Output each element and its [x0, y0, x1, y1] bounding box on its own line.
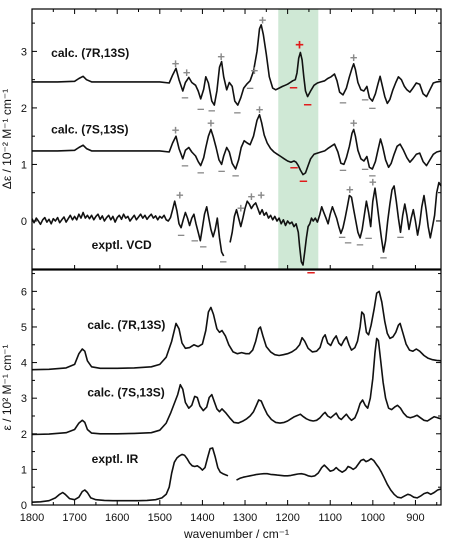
bottom-traces — [31, 290, 442, 503]
sign-annotation: – — [200, 238, 207, 253]
series-label-exptl-vcd: exptl. VCD — [92, 238, 152, 252]
sign-annotation: – — [208, 103, 215, 118]
y-tick-label: 3 — [21, 46, 27, 58]
sign-annotation-red: – — [289, 79, 297, 96]
sign-annotation: – — [197, 101, 204, 116]
x-tick-label: 900 — [406, 512, 424, 524]
sign-annotation: – — [247, 80, 254, 95]
sign-annotation: – — [339, 162, 346, 177]
y-tick-label: 2 — [21, 103, 27, 115]
x-ticks: 1800 1700 1600 1500 1400 1300 1200 1100 1000 900 — [20, 9, 438, 524]
bottom-trace-labels: calc. (7R,13S) calc. (7S,13S) exptl. IR — [87, 318, 165, 466]
y-tick-label: 4 — [21, 358, 27, 370]
x-tick-label: 1800 — [20, 512, 44, 524]
sign-annotation-red: – — [299, 172, 307, 189]
sign-annotation: + — [257, 188, 265, 203]
sign-annotation-red: + — [295, 37, 304, 54]
x-tick-label: 1200 — [275, 512, 299, 524]
top-traces — [31, 24, 442, 266]
series-label-calc-7r-13s: calc. (7R,13S) — [51, 46, 129, 60]
series-label-calc-7s-13s: calc. (7S,13S) — [51, 122, 128, 136]
series-label-calc-7r-13s: calc. (7R,13S) — [87, 318, 165, 332]
sign-annotation: – — [191, 233, 198, 248]
sign-annotation: – — [220, 254, 227, 269]
sign-annotation: + — [251, 63, 259, 78]
x-tick-label: 1500 — [148, 512, 172, 524]
sign-annotation-red: – — [290, 159, 298, 176]
x-tick-label: 1400 — [190, 512, 214, 524]
y-tick-label: 1 — [21, 159, 27, 171]
series-calc-7r-13s — [32, 24, 442, 106]
sign-annotation: – — [218, 163, 225, 178]
sign-annotation: – — [362, 91, 369, 106]
series-exptl-vcd — [31, 200, 225, 257]
sign-annotation: + — [217, 49, 225, 64]
x-tick-label: 1000 — [361, 512, 385, 524]
sign-annotation: – — [177, 227, 184, 242]
y-tick-label: 0 — [21, 216, 27, 228]
sign-annotation: + — [237, 201, 245, 216]
sign-annotation: – — [339, 94, 346, 109]
sign-annotation-red: – — [307, 264, 315, 281]
sign-annotation: + — [369, 175, 377, 190]
x-tick-label: 1100 — [318, 512, 342, 524]
x-tick-label: 1700 — [62, 512, 86, 524]
sign-annotation: – — [365, 230, 372, 245]
sign-annotation: – — [181, 90, 188, 105]
sign-annotation: + — [176, 188, 184, 203]
y-tick-label: 0 — [21, 500, 27, 512]
sign-annotation: – — [369, 100, 376, 115]
sign-annotation: – — [356, 237, 363, 252]
top-sign-annotations: ++––+– –++–+––+– ––+– –+– –+––+– – –+– – –++ +–––… — [172, 12, 404, 281]
sign-annotation: + — [346, 182, 354, 197]
sign-annotation: + — [183, 65, 191, 80]
sign-annotation: + — [350, 50, 358, 65]
top-y-ticks: 0 1 2 3 — [21, 22, 441, 250]
sign-annotation: + — [172, 56, 180, 71]
sign-annotation: + — [248, 189, 256, 204]
series-label-exptl-ir: exptl. IR — [92, 452, 139, 466]
sign-annotation-red: – — [303, 96, 311, 113]
sign-annotation: – — [380, 250, 387, 265]
sign-annotation: + — [256, 102, 264, 117]
sign-annotation: + — [259, 12, 267, 27]
sign-annotation: – — [339, 229, 346, 244]
sign-annotation: – — [369, 168, 376, 183]
series-label-calc-7s-13s: calc. (7S,13S) — [87, 385, 164, 399]
sign-annotation: – — [234, 104, 241, 119]
sign-annotation: – — [397, 229, 404, 244]
sign-annotation: + — [350, 116, 358, 131]
y-tick-label: 3 — [21, 393, 27, 405]
top-y-axis-title: Δε / 10⁻² M⁻¹ cm⁻¹ — [0, 89, 14, 189]
top-frame — [31, 8, 442, 270]
sign-annotation: – — [345, 234, 352, 249]
series-exptl-vcd-cont — [229, 181, 442, 266]
sign-annotation: – — [181, 158, 188, 173]
bottom-y-ticks: 0 1 2 3 4 5 6 — [21, 273, 441, 512]
sign-annotation: – — [197, 164, 204, 179]
series-exptl-ir-cont — [236, 457, 442, 499]
x-tick-label: 1300 — [233, 512, 257, 524]
top-trace-labels: calc. (7R,13S) calc. (7S,13S) exptl. VCD — [51, 46, 152, 252]
y-tick-label: 2 — [21, 429, 27, 441]
y-tick-label: 5 — [21, 322, 27, 334]
x-axis-title: wavenumber / cm⁻¹ — [183, 527, 289, 541]
x-tick-label: 1600 — [105, 512, 129, 524]
sign-annotation: – — [232, 168, 239, 183]
bottom-frame — [31, 269, 442, 506]
series-calc-7s-13s — [31, 337, 442, 436]
bottom-y-axis-title: ε / 10² M⁻¹ cm⁻¹ — [0, 344, 14, 430]
y-tick-label: 1 — [21, 464, 27, 476]
series-calc-7r-13s — [31, 290, 442, 371]
sign-annotation: – — [362, 161, 369, 176]
series-exptl-ir — [31, 447, 229, 503]
sign-annotation: + — [172, 123, 180, 138]
sign-annotation: + — [207, 116, 215, 131]
series-calc-7s-13s — [32, 113, 442, 176]
y-tick-label: 6 — [21, 286, 27, 298]
